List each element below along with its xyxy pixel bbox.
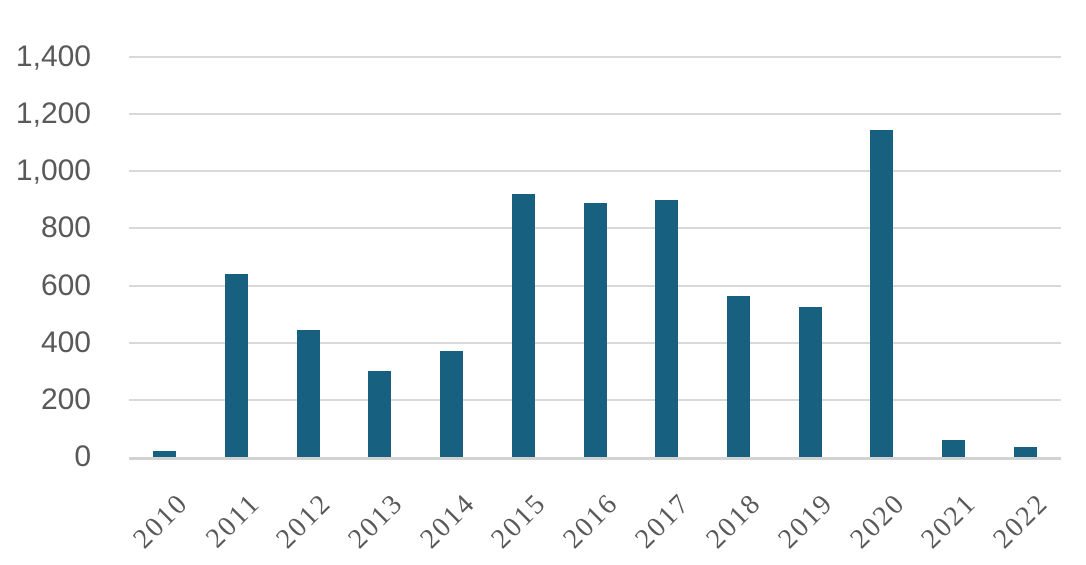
bar-2015 <box>511 194 535 457</box>
y-tick-label-200: 200 <box>40 382 91 416</box>
y-tick-label-800: 800 <box>40 211 91 245</box>
bar-2019 <box>798 307 822 457</box>
bar-2018 <box>726 295 750 457</box>
bar-2011 <box>225 274 249 457</box>
bar-2020 <box>870 129 894 457</box>
y-tick-label-1400: 1,400 <box>15 40 91 73</box>
y-tick-label-600: 600 <box>40 268 91 302</box>
bar-2022 <box>1013 447 1037 457</box>
bar-2013 <box>368 371 392 457</box>
gridline-1400 <box>129 56 1061 58</box>
bar-2017 <box>655 199 679 457</box>
gridline-1200 <box>129 113 1061 116</box>
y-tick-label-400: 400 <box>40 325 91 359</box>
gridline-1000 <box>129 170 1061 173</box>
y-tick-label-0: 0 <box>74 440 91 473</box>
y-tick-label-1000: 1,000 <box>15 154 91 188</box>
x-tick-label-2010: 2010 <box>127 487 195 555</box>
y-tick-label-1200: 1,200 <box>15 97 91 131</box>
bar-2021 <box>941 439 965 457</box>
bar-2010 <box>153 451 177 457</box>
bar-2014 <box>440 351 464 457</box>
bar-2012 <box>296 329 320 457</box>
bar-2016 <box>583 202 607 457</box>
x-axis-line <box>129 457 1061 460</box>
